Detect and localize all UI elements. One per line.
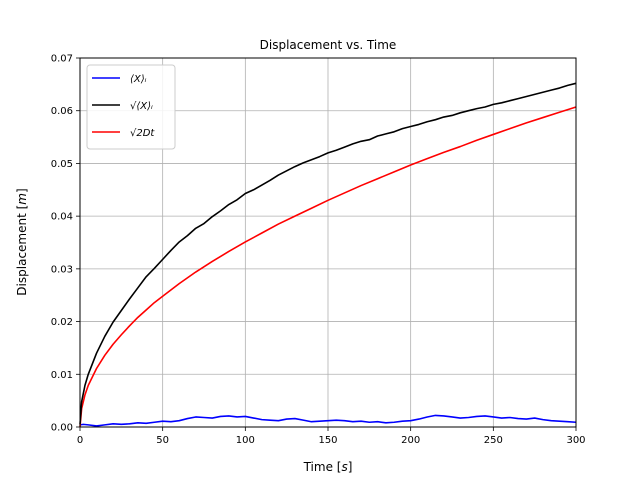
series-line-sqrt-2dt	[79, 106, 577, 428]
x-tick-label: 250	[484, 435, 503, 446]
series-line-sqrt-mean-x	[79, 82, 577, 425]
x-tick-label: 150	[318, 435, 337, 446]
y-axis-label-unit: m	[15, 193, 29, 205]
y-tick-label: 0.07	[51, 54, 73, 65]
y-axis-label-close-bracket: ]	[15, 188, 29, 193]
y-tick-label: 0.03	[51, 264, 73, 275]
legend-label-sqrt-2dt: √2Dt	[130, 128, 155, 139]
legend-box	[86, 64, 176, 150]
x-tick-label: 100	[236, 435, 255, 446]
x-tick-label: 200	[401, 435, 420, 446]
x-axis-label-close-bracket: ]	[348, 460, 353, 474]
x-axis-label-main: Time	[303, 460, 333, 474]
legend-label-sqrt-mean-x: √⟨X⟩ᵢ	[130, 101, 153, 112]
legend-label-mean-x: ⟨X⟩ᵢ	[130, 74, 147, 85]
y-axis-label-open-bracket: [	[15, 205, 29, 214]
x-tick-label: 0	[77, 435, 83, 446]
y-axis-ticks: 0.00 0.01 0.02 0.03 0.04 0.05 0.06 0.07	[51, 54, 80, 434]
y-tick-label: 0.00	[51, 423, 73, 434]
y-axis-label: Displacement [m]	[15, 188, 29, 295]
y-tick-label: 0.06	[51, 106, 73, 117]
x-tick-label: 50	[156, 435, 169, 446]
series-line-mean-x	[79, 414, 577, 427]
series-layer	[79, 82, 577, 428]
legend: ⟨X⟩ᵢ √⟨X⟩ᵢ √2Dt	[86, 64, 176, 150]
chart-title: Displacement vs. Time	[260, 38, 397, 52]
x-axis-label: Time [s]	[303, 460, 353, 474]
y-tick-label: 0.02	[51, 317, 73, 328]
y-tick-label: 0.01	[51, 370, 73, 381]
x-tick-label: 300	[566, 435, 585, 446]
y-axis-label-main: Displacement	[15, 213, 29, 296]
x-axis-label-open-bracket: [	[333, 460, 342, 474]
y-tick-label: 0.04	[51, 212, 73, 223]
x-axis-ticks: 0 50 100 150 200 250 300	[77, 427, 586, 446]
y-tick-label: 0.05	[51, 159, 73, 170]
x-axis-label-unit: s	[341, 460, 347, 474]
